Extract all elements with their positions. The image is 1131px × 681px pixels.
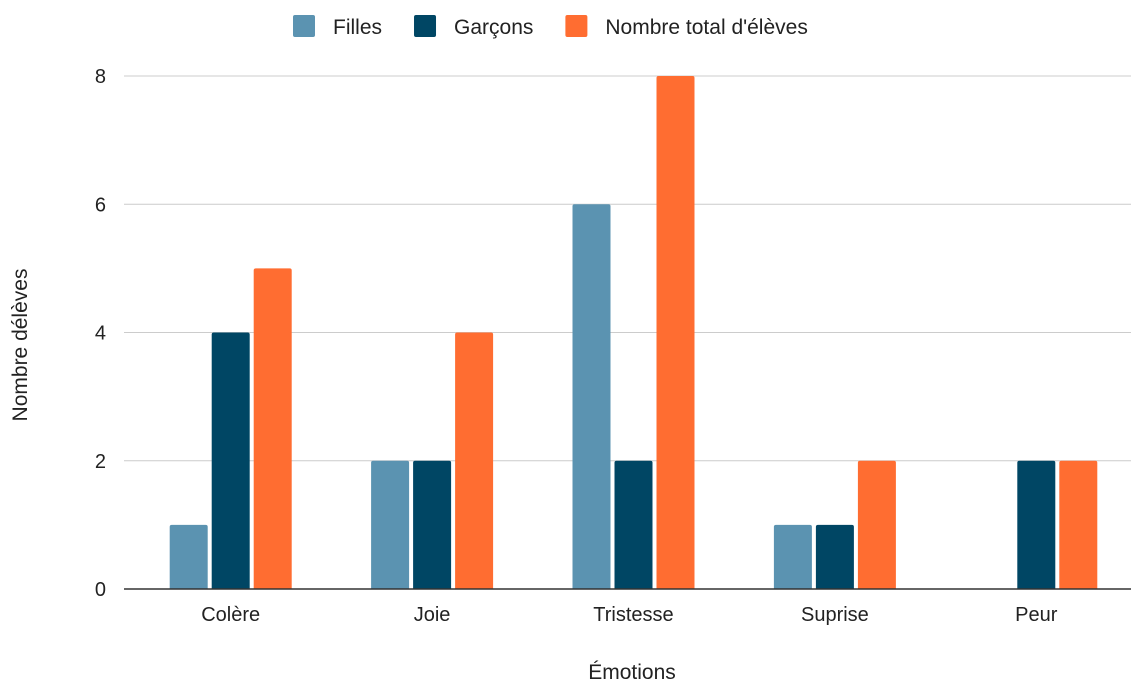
bar-total [455, 332, 494, 589]
legend: Filles Garçons Nombre total d'élèves [293, 15, 808, 39]
bar-total [253, 268, 292, 589]
bars [169, 76, 1098, 589]
bar-garcons [1017, 460, 1056, 589]
bar-filles [169, 524, 208, 589]
x-axis-title: Émotions [588, 661, 676, 681]
y-axis-title: Nombre délèves [9, 269, 32, 422]
bar-filles [371, 460, 410, 589]
legend-swatch [414, 15, 437, 37]
bar-filles [572, 204, 611, 589]
x-tick-label: Tristesse [593, 604, 673, 626]
y-tick-label: 6 [95, 194, 106, 216]
bar-total [1059, 460, 1098, 589]
bar-total [656, 76, 695, 589]
y-axis-ticks: 0 2 4 6 8 [95, 66, 106, 601]
x-tick-label: Suprise [801, 604, 869, 626]
y-tick-label: 2 [95, 451, 106, 473]
bar-filles [773, 524, 812, 589]
bar-total [857, 460, 896, 589]
legend-label: Filles [333, 16, 382, 39]
y-tick-label: 4 [95, 323, 106, 345]
x-axis-ticks: Colère Joie Tristesse Suprise Peur [201, 604, 1058, 626]
x-tick-label: Joie [414, 604, 451, 626]
bar-garcons [413, 460, 452, 589]
x-tick-label: Colère [201, 604, 260, 626]
legend-label: Garçons [454, 16, 533, 39]
x-tick-label: Peur [1015, 604, 1058, 626]
bar-garcons [815, 524, 854, 589]
legend-swatch [293, 15, 315, 37]
legend-swatch [565, 15, 588, 37]
bar-garcons [614, 460, 653, 589]
y-tick-label: 8 [95, 66, 106, 88]
bar-garcons [211, 332, 250, 589]
legend-label: Nombre total d'élèves [605, 16, 807, 39]
y-tick-label: 0 [95, 579, 106, 601]
